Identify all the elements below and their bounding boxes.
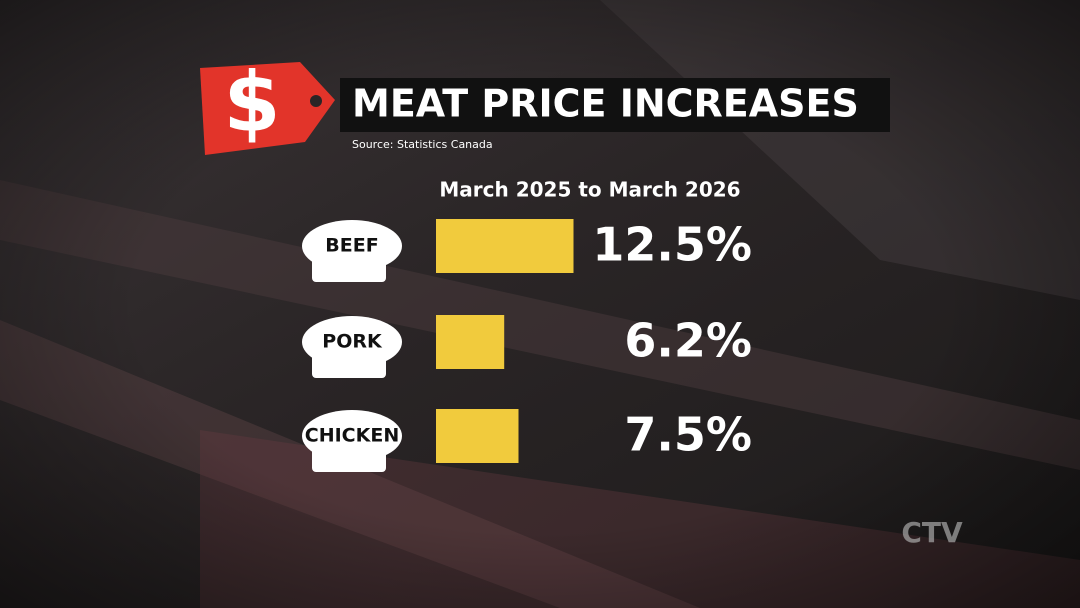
rows: BEEF 12.5% PORK 6.2% CHICKEN 7.5%	[302, 218, 752, 472]
category-label: CHICKEN	[305, 425, 399, 447]
category-label: BEEF	[325, 235, 378, 257]
value-label: 7.5%	[624, 408, 752, 462]
animal-legs	[312, 352, 386, 378]
title-box	[340, 78, 890, 132]
chart-title: MEAT PRICE INCREASES	[352, 82, 859, 126]
icon-symbol: $	[223, 55, 280, 150]
value-label: 6.2%	[624, 314, 752, 368]
subtitle: March 2025 to March 2026	[439, 178, 740, 202]
animal-legs	[312, 256, 386, 282]
bar	[436, 219, 574, 273]
bar	[436, 409, 519, 463]
animal-legs	[312, 446, 386, 472]
watermark: CTV	[901, 516, 963, 549]
value-label: 12.5%	[592, 218, 752, 272]
category-label: PORK	[322, 331, 383, 353]
bar	[436, 315, 505, 369]
source: Source: Statistics Canada	[352, 138, 493, 151]
price-tag-icon: $	[200, 55, 335, 155]
